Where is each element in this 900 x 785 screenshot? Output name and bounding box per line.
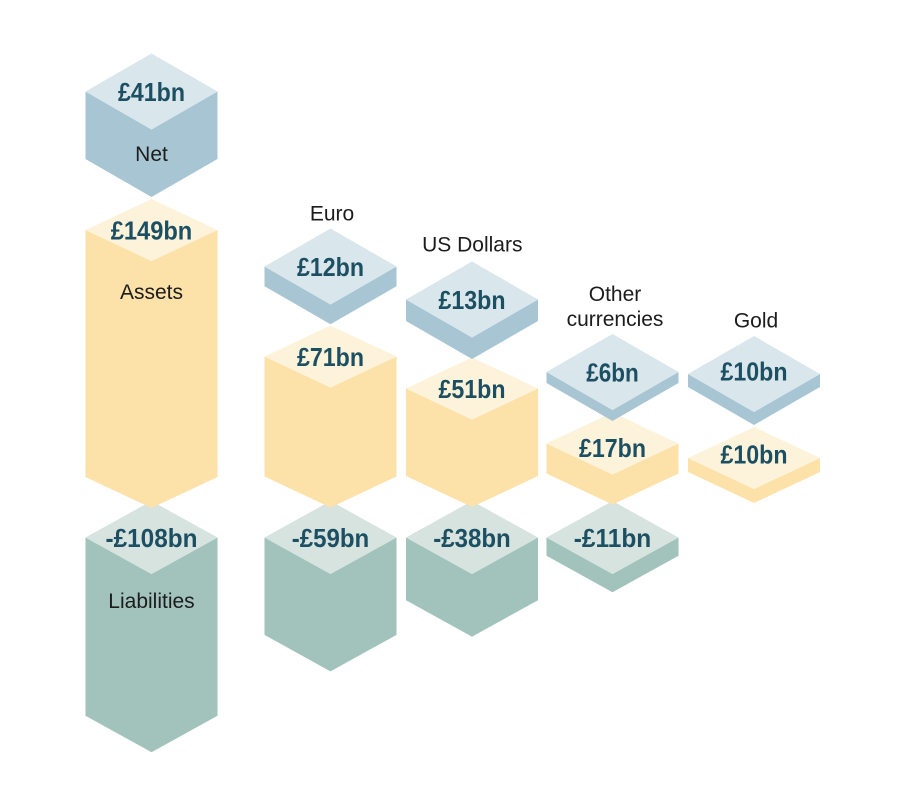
- prism-body: [406, 299, 538, 359]
- value-label-total-blue: £41bn: [118, 77, 185, 107]
- column-gold: £10bn £10bn: [688, 336, 820, 503]
- prism-total-yellow: £149bn Assets: [85, 199, 218, 508]
- prism-body: [264, 266, 397, 325]
- column-title-other-currencies-line1: Other: [589, 283, 642, 306]
- prism-us-dollars-blue: £13bn: [406, 261, 538, 359]
- value-label-gold-yellow: £10bn: [721, 440, 788, 470]
- prism-body: [406, 537, 538, 637]
- prism-gold-yellow: £10bn: [688, 427, 820, 503]
- prism-body: [264, 356, 397, 508]
- prism-top-face: [264, 325, 397, 388]
- prism-body: [264, 537, 397, 672]
- prism-top-face: [264, 501, 397, 574]
- column-title-euro: Euro: [310, 203, 354, 226]
- value-label-euro-green: -£59bn: [292, 523, 370, 553]
- prism-body: [85, 537, 218, 753]
- column-title-gold: Gold: [734, 310, 778, 333]
- value-label-us-dollars-blue: £13bn: [439, 285, 506, 315]
- prism-top-face: [546, 334, 679, 410]
- value-label-total-green: -£108bn: [106, 523, 198, 553]
- prism-top-face: [406, 357, 538, 420]
- prism-top-face: [85, 501, 218, 574]
- prism-euro-yellow: £71bn: [264, 325, 397, 508]
- prism-euro-green: -£59bn: [264, 501, 397, 672]
- value-label-us-dollars-green: -£38bn: [433, 523, 511, 553]
- value-label-other-currencies-green: -£11bn: [574, 523, 652, 553]
- prism-us-dollars-yellow: £51bn: [406, 357, 538, 507]
- prism-top-face: [85, 199, 218, 261]
- prism-body: [546, 372, 679, 421]
- prism-body: [85, 230, 218, 508]
- prism-body: [546, 537, 679, 593]
- value-label-euro-yellow: £71bn: [297, 342, 364, 372]
- prism-top-face: [546, 501, 679, 574]
- column-euro: -£59bn £71bn £12bn: [264, 228, 397, 672]
- prism-top-face: [546, 412, 679, 475]
- segment-name-net: Net: [135, 143, 168, 166]
- value-label-total-yellow: £149bn: [111, 216, 193, 246]
- prism-gold-blue: £10bn: [688, 336, 820, 425]
- prism-other-currencies-yellow: £17bn: [546, 412, 679, 505]
- value-label-us-dollars-yellow: £51bn: [439, 374, 506, 404]
- prism-top-face: [406, 261, 538, 338]
- prism-body: [688, 458, 820, 503]
- prism-other-currencies-blue: £6bn: [546, 334, 679, 421]
- prism-total-blue: £41bn Net: [85, 53, 218, 197]
- segment-name-assets: Assets: [120, 281, 183, 304]
- prism-body: [546, 443, 679, 505]
- column-us-dollars: -£38bn £51bn £13bn: [406, 261, 538, 637]
- column-title-us-dollars: US Dollars: [422, 233, 522, 256]
- column-title-other-currencies-line2: currencies: [567, 308, 664, 331]
- column-total: -£108bn Liabilities £149bn Assets £41bn Net: [85, 53, 218, 753]
- prism-body: [85, 91, 218, 197]
- prism-us-dollars-green: -£38bn: [406, 501, 538, 637]
- prism-total-green: -£108bn Liabilities: [85, 501, 218, 753]
- prism-euro-blue: £12bn: [264, 228, 397, 325]
- prism-top-face: [264, 228, 397, 305]
- value-label-euro-blue: £12bn: [297, 252, 364, 282]
- value-label-other-currencies-yellow: £17bn: [579, 433, 646, 463]
- prism-body: [688, 374, 820, 425]
- prism-other-currencies-green: -£11bn: [546, 501, 679, 593]
- prism-top-face: [688, 336, 820, 412]
- prism-body: [406, 388, 538, 507]
- prism-top-face: [406, 501, 538, 574]
- prism-top-face: [85, 53, 218, 130]
- column-other-currencies: -£11bn £17bn £6bn: [546, 334, 679, 593]
- value-label-other-currencies-blue: £6bn: [586, 358, 639, 388]
- prism-top-face: [688, 427, 820, 489]
- value-label-gold-blue: £10bn: [721, 357, 788, 387]
- segment-name-liabilities: Liabilities: [108, 590, 194, 613]
